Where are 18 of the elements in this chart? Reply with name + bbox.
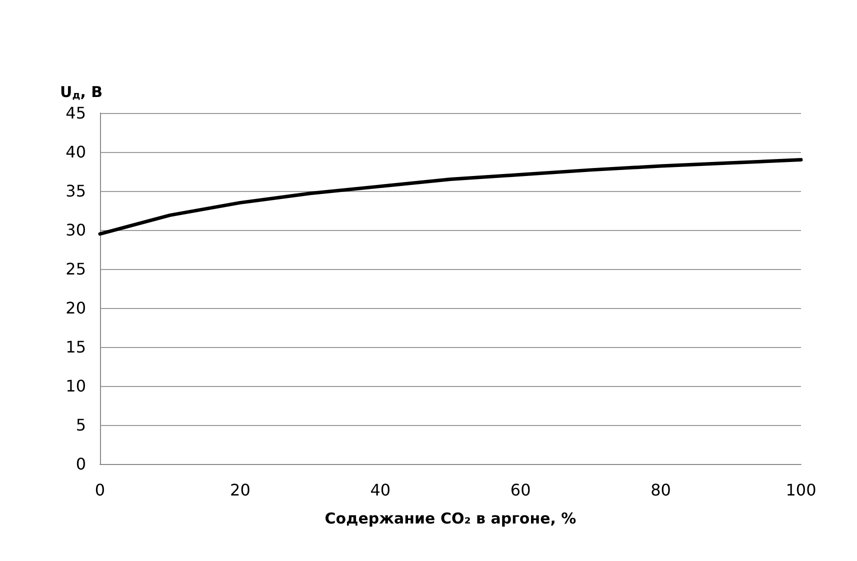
y-tick-label: 0	[76, 454, 86, 474]
line-series	[98, 158, 803, 236]
y-tick-label: 35	[66, 182, 86, 200]
x-tick-label: 60	[510, 480, 531, 500]
x-tick-label: 40	[370, 480, 391, 500]
x-tick-label: 0	[94, 480, 106, 500]
y-tick-label: 10	[66, 376, 86, 396]
y-tick-label: 20	[66, 298, 86, 318]
y-tick-label: 15	[66, 338, 86, 356]
y-tick-label: 5	[76, 416, 86, 434]
y-tick-label: 30	[66, 220, 86, 240]
x-tick-label: 20	[230, 480, 250, 500]
y-tick-label: 45	[66, 104, 86, 122]
y-tick-label: 25	[66, 260, 86, 278]
y-tick-label: 40	[66, 142, 86, 162]
x-tick-label: 100	[786, 480, 816, 500]
x-axis-title: Содержание CO₂ в аргоне, %	[324, 510, 576, 528]
x-tick-label: 80	[650, 480, 671, 500]
